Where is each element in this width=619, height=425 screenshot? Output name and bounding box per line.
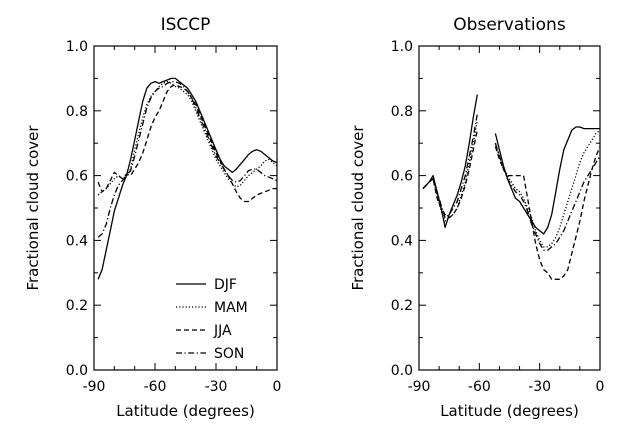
- y-tick-label: 0.6: [66, 169, 88, 185]
- series-line-djf: [494, 126, 600, 235]
- series-line-son: [494, 143, 601, 251]
- x-tick-label: -30: [205, 379, 228, 395]
- x-axis-label: Latitude (degrees): [440, 402, 579, 420]
- legend-label-mam: MAM: [214, 300, 248, 316]
- y-tick-label: 0.0: [66, 363, 88, 379]
- y-axis-label: Fractional cloud cover: [349, 125, 367, 291]
- y-tick-label: 0.0: [391, 363, 413, 379]
- y-tick-label: 0.6: [391, 169, 413, 185]
- legend: DJF MAM JJA SON: [176, 277, 248, 362]
- y-tick-label: 1.0: [66, 39, 88, 55]
- chart-panel-2: Observations 0.0 0.2 0.4 0.6 0.8 1.0 -90 -60 -30 0…: [349, 15, 604, 420]
- legend-label-jja: JJA: [213, 323, 232, 339]
- x-tick-label: -60: [144, 379, 167, 395]
- y-axis-label: Fractional cloud cover: [24, 125, 42, 291]
- y-tick-label: 0.2: [66, 298, 88, 314]
- series-line-mam: [494, 129, 601, 248]
- series-line-son: [422, 113, 478, 219]
- x-tick-label: -30: [528, 379, 551, 395]
- x-tick-label: 0: [596, 379, 605, 395]
- legend-label-djf: DJF: [214, 277, 237, 293]
- x-tick-label: 0: [273, 379, 282, 395]
- y-tick-label: 0.4: [391, 233, 413, 249]
- x-tick-label: -60: [468, 379, 491, 395]
- chart-title: ISCCP: [161, 15, 211, 35]
- y-tick-label: 1.0: [391, 39, 413, 55]
- x-tick-label: -90: [83, 379, 106, 395]
- series-line-mam: [97, 80, 278, 196]
- y-tick-label: 0.4: [66, 233, 88, 249]
- x-axis-label: Latitude (degrees): [116, 402, 255, 420]
- series-line-djf: [422, 94, 478, 229]
- y-tick-label: 0.2: [391, 298, 413, 314]
- series-line-jja: [494, 146, 601, 280]
- series-line-jja: [97, 84, 277, 203]
- series-line-son: [97, 80, 278, 238]
- plot-frame: [93, 45, 278, 371]
- chart-title: Observations: [453, 15, 566, 35]
- x-tick-label: -90: [408, 379, 431, 395]
- legend-label-son: SON: [214, 346, 244, 362]
- y-tick-label: 0.8: [391, 104, 413, 120]
- y-tick-label: 0.8: [66, 104, 88, 120]
- chart-panel-1: ISCCP 0.0 0.2 0.4 0.6 0.8 1.0 -90 -60 -30 0 Latitud…: [24, 15, 281, 420]
- series-line-mam: [422, 120, 478, 222]
- series-line-djf: [97, 77, 278, 280]
